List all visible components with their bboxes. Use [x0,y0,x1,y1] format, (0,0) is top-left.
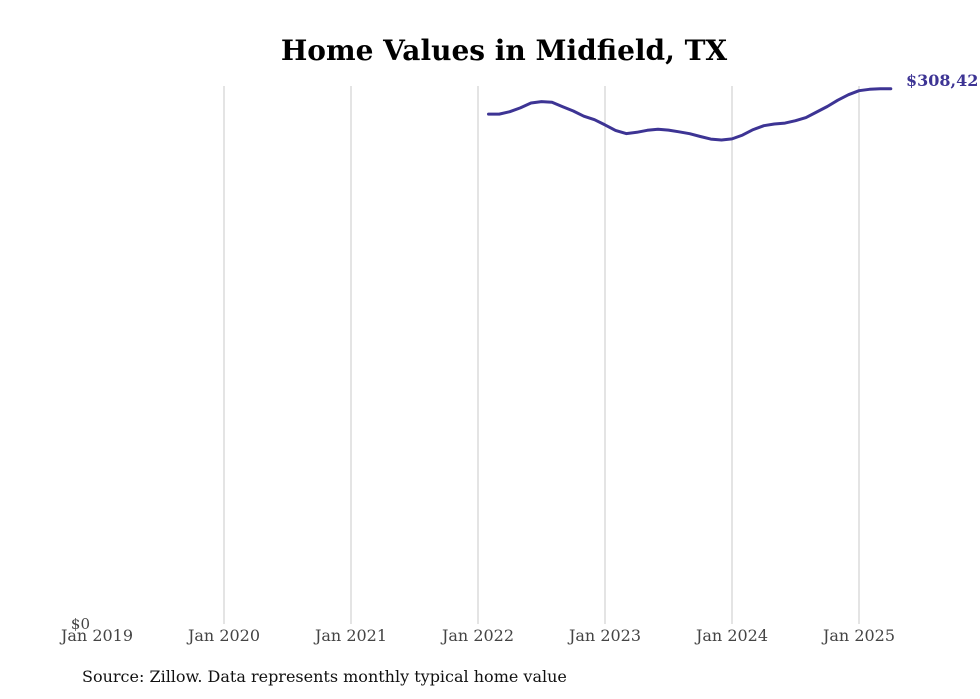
x-tick-label-jan-2024: Jan 2024 [694,626,768,645]
series-line [487,87,893,142]
x-tick-label-jan-2021: Jan 2021 [313,626,387,645]
x-tick-label-jan-2019: Jan 2019 [59,626,133,645]
y-axis-zero-label: $0 [71,615,90,633]
x-tick-label-jan-2025: Jan 2025 [821,626,895,645]
end-value-label: $308,42 [906,71,978,90]
source-note: Source: Zillow. Data represents monthly … [82,667,567,686]
x-tick-label-jan-2022: Jan 2022 [440,626,514,645]
chart-title: Home Values in Midfield, TX [281,34,728,67]
x-tick-label-jan-2020: Jan 2020 [186,626,260,645]
x-tick-label-jan-2023: Jan 2023 [567,626,641,645]
gridlines [223,86,860,624]
x-axis-ticks: Jan 2019 Jan 2020 Jan 2021 Jan 2022 Jan 2023… [59,626,895,645]
